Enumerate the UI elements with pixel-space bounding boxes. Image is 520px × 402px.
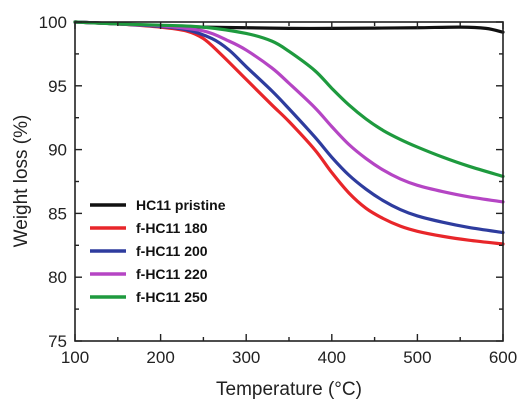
x-tick-label: 200 [146, 348, 174, 367]
y-tick-label: 100 [39, 13, 67, 32]
legend: HC11 pristine f-HC11 180 f-HC11 200 f-HC11 … [90, 197, 226, 305]
y-tick-label: 85 [48, 204, 67, 223]
legend-label: HC11 pristine [136, 197, 226, 213]
legend-label: f-HC11 250 [136, 289, 208, 305]
axis-tick-labels: 100 200 300 400 500 600 75 80 85 90 95 100 [39, 13, 518, 367]
y-tick-label: 95 [48, 77, 67, 96]
series-line-5 [73, 20, 505, 178]
y-tick-label: 80 [48, 268, 67, 287]
y-axis-title: Weight loss (%) [11, 115, 32, 248]
x-tick-label: 100 [61, 348, 89, 367]
series-line-4 [73, 20, 505, 204]
x-tick-label: 600 [489, 348, 517, 367]
x-tick-label: 300 [232, 348, 260, 367]
legend-label: f-HC11 200 [136, 243, 208, 259]
x-tick-label: 400 [318, 348, 346, 367]
legend-label: f-HC11 220 [136, 266, 208, 282]
y-tick-label: 90 [48, 141, 67, 160]
legend-label: f-HC11 180 [136, 220, 208, 236]
plot-lines [73, 20, 505, 246]
y-tick-label: 75 [48, 332, 67, 351]
x-tick-label: 500 [403, 348, 431, 367]
axis-ticks [74, 21, 504, 342]
x-axis-title: Temperature (°C) [216, 379, 362, 400]
